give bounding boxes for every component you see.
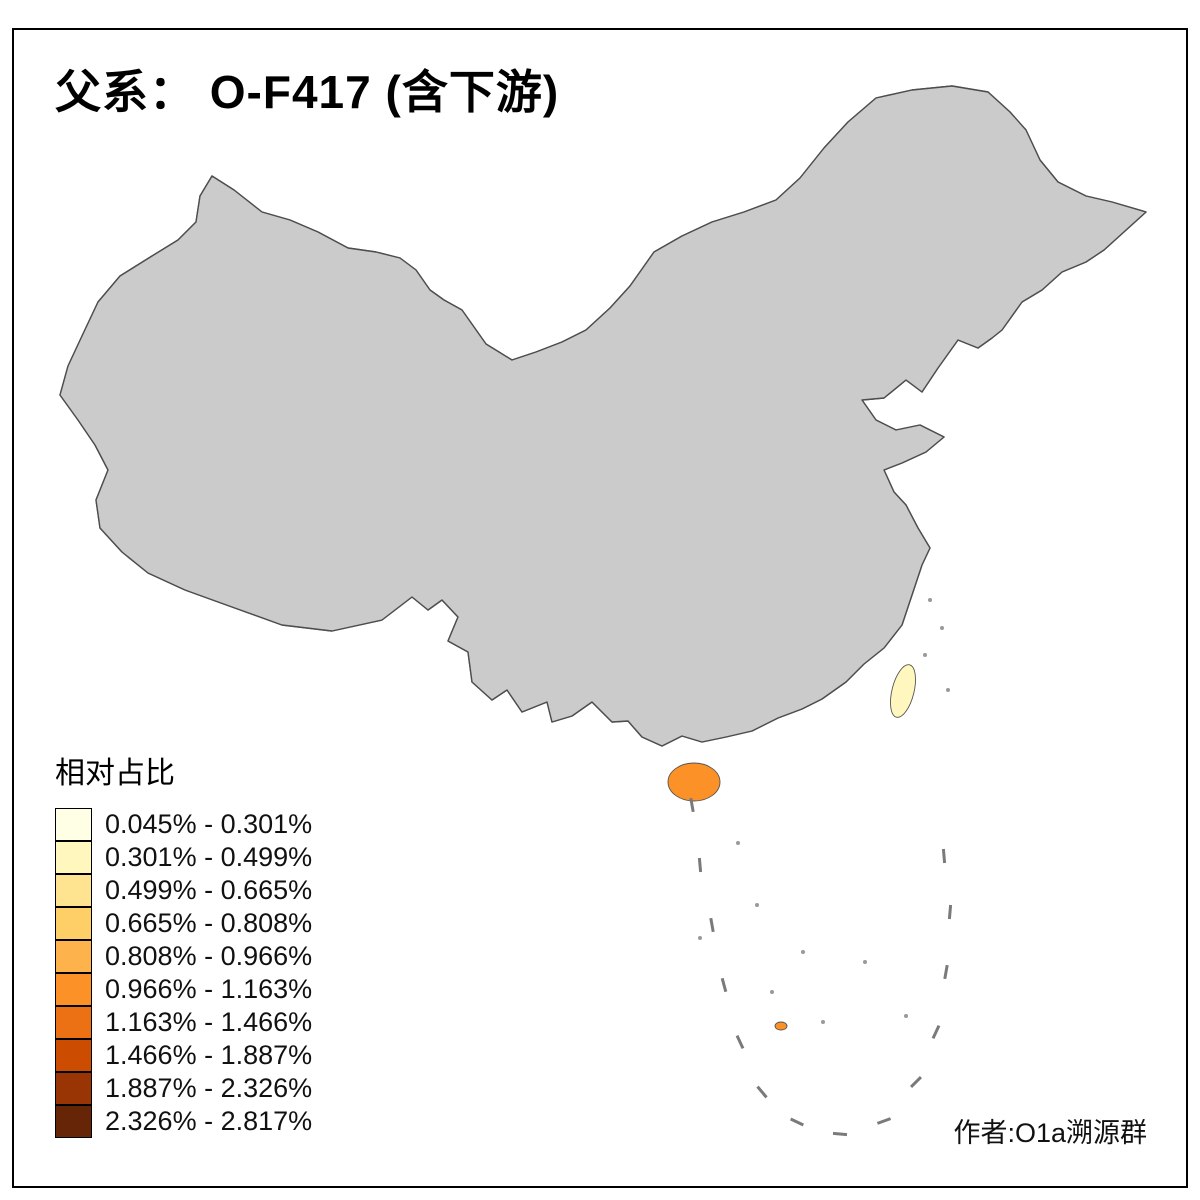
mainland-border [59, 85, 1147, 747]
boundary-dash [947, 904, 953, 920]
legend-swatch [55, 1005, 92, 1039]
boundary-dash [876, 1117, 892, 1125]
boundary-dash [697, 857, 703, 873]
boundary-dash [931, 1025, 941, 1039]
offshore-islets [698, 598, 950, 1024]
taiwan-island [890, 664, 916, 718]
legend: 相对占比 0.045% - 0.301% 0.301% - 0.499% 0.499… [55, 748, 312, 1138]
islet-dot [801, 950, 805, 954]
legend-label: 0.665% - 0.808% [105, 908, 313, 938]
sea-islet-colored-island [774, 1021, 788, 1031]
boundary-dash [941, 848, 947, 864]
legend-row: 2.326% - 2.817% [55, 1104, 313, 1138]
legend-row: 0.808% - 0.966% [55, 939, 313, 973]
boundary-dash [709, 917, 715, 933]
islet-dot [928, 598, 932, 602]
legend-swatch [55, 840, 92, 874]
islet-dot [940, 626, 944, 630]
islet-dot [755, 903, 759, 907]
legend-row: 0.301% - 0.499% [55, 840, 313, 874]
legend-row: 1.466% - 1.887% [55, 1038, 313, 1072]
legend-label: 1.163% - 1.466% [105, 1007, 313, 1037]
legend-swatch [55, 972, 92, 1006]
legend-title: 相对占比 [55, 757, 175, 790]
legend-row: 1.887% - 2.326% [55, 1071, 313, 1105]
legend-row: 0.966% - 1.163% [55, 972, 313, 1006]
legend-row: 0.045% - 0.301% [55, 807, 313, 841]
boundary-dash [689, 797, 695, 813]
legend-label: 0.966% - 1.163% [105, 974, 313, 1004]
legend-swatch [55, 906, 92, 940]
page-title: 父系： O-F417 (含下游) [55, 66, 560, 118]
islet-dot [946, 688, 950, 692]
legend-label: 0.045% - 0.301% [105, 809, 313, 839]
legend-swatch [55, 939, 92, 973]
legend-label: 1.887% - 2.326% [105, 1073, 313, 1103]
legend-row: 0.665% - 0.808% [55, 906, 313, 940]
legend-label: 0.301% - 0.499% [105, 842, 313, 872]
legend-swatch [55, 873, 92, 907]
legend-rows: 0.045% - 0.301% 0.301% - 0.499% 0.499% - 0… [55, 807, 313, 1138]
boundary-dash [943, 964, 949, 980]
boundary-dash [832, 1131, 848, 1137]
legend-label: 2.326% - 2.817% [105, 1106, 313, 1136]
legend-row: 0.499% - 0.665% [55, 873, 313, 907]
islet-dot [821, 1020, 825, 1024]
legend-swatch [55, 807, 92, 841]
islet-dot [863, 960, 867, 964]
legend-label: 0.499% - 0.665% [105, 875, 313, 905]
attribution: 作者:O1a溯源群 [953, 1118, 1147, 1148]
legend-swatch [55, 1104, 92, 1138]
islet-dot [923, 653, 927, 657]
boundary-dash [735, 1035, 745, 1049]
islet-dot [770, 990, 774, 994]
boundary-dash [790, 1117, 804, 1127]
boundary-dash [909, 1075, 923, 1089]
legend-swatch [55, 1038, 92, 1072]
islet-dot [904, 1014, 908, 1018]
islands-group [667, 664, 916, 1031]
boundary-dash [720, 977, 728, 993]
legend-swatch [55, 1071, 92, 1105]
islet-dot [698, 936, 702, 940]
boundary-dash [756, 1085, 768, 1099]
islet-dot [736, 841, 740, 845]
nine-dash-line [689, 797, 953, 1137]
legend-label: 0.808% - 0.966% [105, 941, 313, 971]
legend-row: 1.163% - 1.466% [55, 1005, 313, 1039]
hainan-island [667, 762, 721, 802]
legend-label: 1.466% - 1.887% [105, 1040, 313, 1070]
